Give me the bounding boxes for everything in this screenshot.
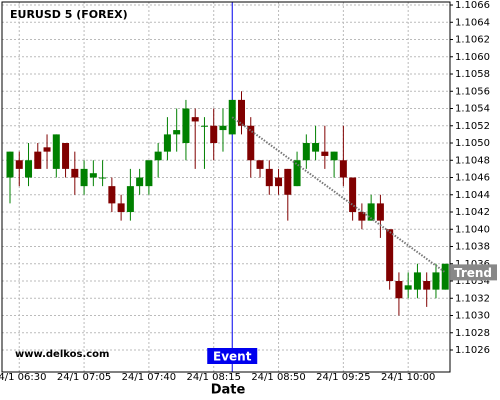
candle-body [275, 177, 283, 187]
y-tick-label: 1.1040 [455, 224, 490, 235]
candle-body [173, 130, 181, 135]
candle-body [395, 281, 403, 299]
candle-body [99, 177, 107, 179]
y-tick-label: 1.1036 [455, 259, 490, 270]
x-tick-label: 24/1 09:25 [316, 372, 370, 383]
x-tick-label: 24/1 08:15 [186, 372, 240, 383]
candle-body [182, 108, 190, 144]
candle-body [376, 203, 384, 221]
candle-body [126, 186, 134, 213]
candle-body [145, 160, 153, 187]
candle-body [15, 160, 23, 169]
candle-body [330, 151, 338, 161]
y-tick-label: 1.1066 [455, 0, 490, 11]
x-tick-label: 24/1 08:50 [251, 372, 305, 383]
watermark: www.delkos.com [15, 349, 109, 360]
candle-body [293, 160, 301, 187]
candle-body [62, 143, 70, 169]
plot-frame [1, 1, 451, 373]
candle-body [163, 134, 171, 152]
y-tick-label: 1.1038 [455, 242, 490, 253]
y-tick-label: 1.1046 [455, 173, 490, 184]
candle-body [302, 143, 310, 161]
grid [2, 2, 450, 372]
y-tick-label: 1.1030 [455, 311, 490, 322]
y-tick-label: 1.1044 [455, 190, 490, 201]
candle-body [219, 125, 227, 131]
y-tick-label: 1.1042 [455, 207, 490, 218]
y-tick-label: 1.1026 [455, 345, 490, 356]
candle-body [89, 173, 97, 178]
candle-body [210, 125, 218, 144]
x-tick-label: 24/1 06:30 [0, 372, 46, 383]
x-tick-label: 24/1 07:05 [57, 372, 111, 383]
candle-body [43, 147, 51, 152]
event-label: Event [213, 350, 252, 364]
y-tick-label: 1.1052 [455, 121, 490, 132]
x-axis-title: Date [211, 383, 246, 398]
y-tick-label: 1.1056 [455, 86, 490, 97]
candle-body [265, 168, 273, 187]
candle-body [339, 160, 347, 178]
x-tick-label: 24/1 10:00 [381, 372, 435, 383]
candle-body [349, 177, 357, 213]
candle-body [404, 285, 412, 290]
candles [6, 91, 449, 316]
y-tick-label: 1.1054 [455, 104, 490, 115]
y-tick-label: 1.1048 [455, 155, 490, 166]
y-tick-label: 1.1060 [455, 52, 490, 63]
candle-body [413, 272, 421, 290]
candle-body [386, 229, 394, 282]
candle-body [432, 272, 440, 290]
candle-body [154, 151, 162, 161]
candle-body [80, 168, 88, 187]
candle-body [34, 151, 42, 169]
y-tick-label: 1.1050 [455, 138, 490, 149]
candle-body [321, 151, 329, 156]
trend-label-box [451, 264, 497, 281]
y-tick-label: 1.1028 [455, 328, 490, 339]
candle-body [25, 160, 33, 178]
y-tick-label: 1.1064 [455, 17, 490, 28]
candle-body [71, 168, 79, 178]
candle-body [367, 203, 375, 221]
candle-body [256, 160, 264, 169]
candle-body [108, 186, 116, 204]
y-tick-label: 1.1032 [455, 293, 490, 304]
candle-body [247, 125, 255, 161]
candle-body [200, 125, 208, 127]
candle-body [117, 203, 125, 213]
event-label-box [207, 348, 258, 364]
candle-body [441, 263, 449, 290]
y-tick-label: 1.1058 [455, 69, 490, 80]
candle-body [6, 151, 14, 178]
candle-body [52, 134, 60, 169]
candle-body [191, 117, 199, 122]
y-tick-label: 1.1034 [455, 276, 490, 287]
x-tick-label: 24/1 07:40 [122, 372, 176, 383]
candle-body [238, 99, 245, 126]
candle-body [136, 177, 144, 187]
trend-line [231, 116, 446, 274]
y-tick-label: 1.1062 [455, 35, 490, 46]
candle-body [358, 212, 366, 221]
candle-body [312, 143, 320, 152]
candle-body [423, 281, 431, 290]
trend-label: Trend [454, 266, 492, 280]
chart-title: EURUSD 5 (FOREX) [10, 8, 128, 21]
candle-body [284, 168, 292, 195]
